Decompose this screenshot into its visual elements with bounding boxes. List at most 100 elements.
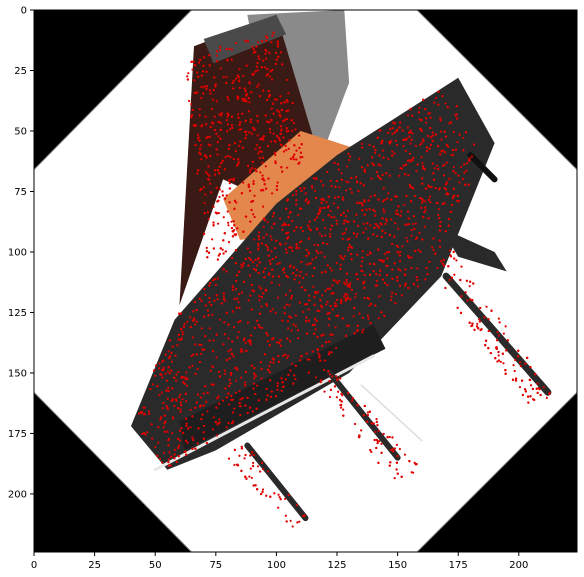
marker-point (470, 155, 473, 158)
marker-point (415, 275, 418, 279)
marker-point (265, 233, 268, 236)
marker-point (181, 431, 185, 435)
marker-point (514, 379, 518, 382)
marker-point (404, 138, 407, 141)
marker-point (313, 323, 316, 326)
marker-point (245, 349, 248, 353)
marker-point (445, 161, 448, 164)
marker-point (267, 273, 271, 276)
marker-point (379, 129, 382, 132)
marker-point (396, 279, 399, 282)
marker-point (283, 101, 286, 104)
marker-point (159, 418, 162, 421)
marker-point (438, 229, 442, 232)
marker-point (410, 200, 413, 203)
marker-point (462, 136, 465, 139)
marker-point (256, 85, 259, 88)
marker-point (396, 455, 399, 458)
marker-point (223, 232, 226, 235)
marker-point (452, 194, 456, 197)
marker-point (422, 165, 425, 168)
marker-point (428, 147, 431, 150)
marker-point (377, 461, 380, 464)
marker-point (388, 234, 391, 237)
marker-point (345, 272, 348, 275)
marker-point (178, 439, 181, 442)
marker-point (274, 247, 277, 250)
marker-point (181, 398, 184, 401)
marker-point (171, 416, 175, 419)
marker-point (390, 154, 394, 157)
marker-point (444, 230, 447, 233)
marker-point (168, 372, 171, 375)
marker-point (268, 365, 271, 368)
marker-point (455, 259, 458, 262)
marker-point (372, 269, 375, 273)
marker-point (336, 378, 339, 381)
marker-point (326, 312, 329, 315)
marker-point (218, 418, 221, 421)
marker-point (345, 165, 349, 168)
marker-point (444, 183, 448, 186)
marker-point (348, 243, 351, 247)
marker-point (285, 110, 288, 113)
marker-point (285, 149, 288, 152)
marker-point (355, 181, 359, 184)
marker-point (203, 315, 206, 318)
marker-point (207, 314, 210, 317)
marker-point (234, 249, 237, 252)
marker-point (395, 244, 399, 247)
marker-point (298, 274, 301, 277)
marker-point (272, 132, 275, 135)
marker-point (186, 320, 189, 323)
marker-point (217, 395, 220, 398)
marker-point (203, 154, 207, 157)
marker-point (184, 439, 188, 442)
marker-point (475, 325, 479, 328)
marker-point (275, 188, 279, 191)
marker-point (328, 311, 331, 315)
marker-point (529, 365, 532, 369)
marker-point (219, 45, 222, 49)
marker-point (218, 402, 221, 405)
marker-point (249, 251, 252, 254)
marker-point (244, 215, 248, 218)
marker-point (393, 262, 396, 265)
marker-point (339, 263, 342, 266)
marker-point (260, 305, 263, 308)
marker-point (274, 311, 277, 314)
marker-point (160, 391, 163, 394)
marker-point (439, 225, 442, 228)
marker-point (303, 187, 306, 190)
marker-point (504, 325, 507, 328)
marker-point (404, 173, 407, 176)
marker-point (249, 171, 252, 174)
marker-point (276, 382, 279, 385)
marker-point (391, 436, 394, 439)
marker-point (220, 162, 223, 165)
marker-point (412, 156, 415, 159)
marker-point (226, 96, 229, 99)
marker-point (403, 273, 406, 276)
marker-point (369, 449, 372, 452)
marker-point (262, 468, 265, 471)
marker-point (165, 379, 169, 382)
marker-layer (137, 31, 551, 528)
marker-point (236, 74, 239, 77)
marker-point (298, 161, 301, 164)
marker-point (216, 397, 219, 400)
marker-point (400, 475, 403, 478)
marker-point (218, 188, 221, 191)
marker-point (244, 137, 247, 140)
marker-point (437, 90, 440, 93)
marker-point (455, 105, 458, 108)
marker-point (221, 190, 224, 193)
marker-point (285, 207, 288, 211)
marker-point (173, 404, 176, 408)
marker-point (386, 257, 389, 260)
marker-point (312, 285, 315, 288)
marker-point (202, 404, 205, 407)
marker-point (277, 506, 280, 509)
marker-point (323, 359, 326, 362)
marker-point (192, 310, 195, 313)
